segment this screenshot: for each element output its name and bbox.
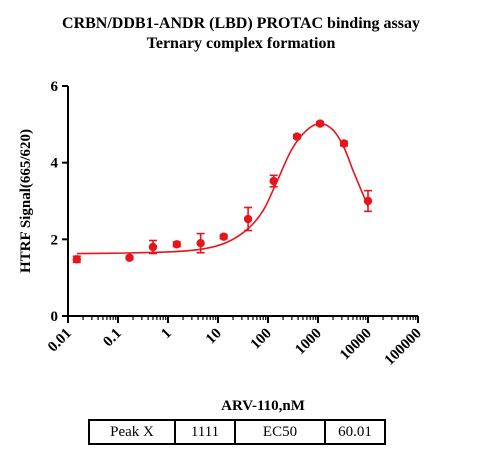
y-tick-label: 6 — [51, 79, 59, 95]
chart-title: CRBN/DDB1-ANDR (LBD) PROTAC binding assa… — [62, 15, 420, 32]
x-tick-label: 100 — [248, 326, 275, 353]
data-point — [172, 240, 182, 249]
y-tick-label: 2 — [51, 232, 59, 248]
chart-subtitle: Ternary complex formation — [146, 35, 336, 52]
data-point — [363, 196, 373, 206]
data-point — [148, 242, 158, 252]
plot-area: 0 2 4 6 0.01 0.1 1 10 100 1000 10000 100000 ARV-110,… — [18, 79, 425, 414]
data-point — [196, 238, 205, 248]
x-tick-label: 1 — [158, 326, 175, 343]
data-point — [125, 253, 134, 262]
y-axis-title: HTRF Signal(665/620) — [18, 129, 34, 273]
x-tick-label: 0.01 — [45, 326, 75, 356]
x-axis-title: ARV-110,nM — [221, 398, 305, 414]
x-tick-label: 1000 — [292, 326, 325, 359]
data-point — [243, 214, 253, 224]
ec50-value: 60.01 — [324, 419, 386, 445]
x-tick-label: 10 — [203, 326, 225, 348]
data-point — [269, 176, 278, 186]
y-tick-label: 0 — [51, 309, 59, 325]
fit-curve — [76, 122, 369, 255]
peak-x-value: 1111 — [174, 419, 236, 445]
data-point — [72, 255, 82, 264]
stats-table: Peak X 1111 EC50 60.01 — [88, 419, 386, 445]
x-tick-label: 0.1 — [100, 326, 125, 351]
data-point — [315, 119, 325, 128]
x-tick-label: 10000 — [337, 326, 375, 364]
data-point — [339, 139, 349, 148]
data-point — [219, 232, 228, 241]
x-tick-label: 100000 — [382, 326, 425, 369]
peak-x-label: Peak X — [88, 419, 176, 445]
y-tick-label: 4 — [51, 156, 59, 172]
data-point — [292, 132, 302, 141]
ec50-label: EC50 — [234, 419, 326, 445]
